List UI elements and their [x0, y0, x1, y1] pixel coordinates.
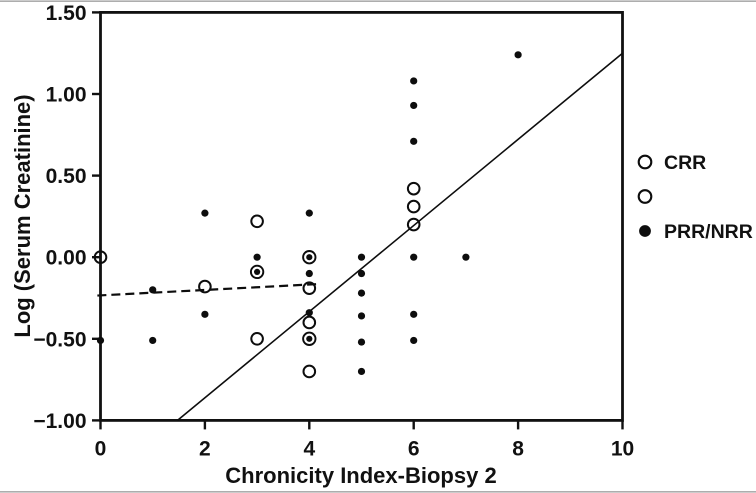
circled-dot-outer — [249, 264, 265, 280]
filled-circle-marker — [410, 336, 418, 345]
circled-dot-inner — [306, 254, 313, 261]
open-circle-marker — [302, 315, 317, 330]
axis-ticks — [92, 11, 624, 430]
open-circle-marker — [93, 250, 108, 265]
open-circle-marker — [406, 217, 421, 232]
y-tick-label: 1.00 — [46, 84, 87, 107]
filled-circle-marker — [410, 310, 418, 318]
filled-circle-marker — [357, 338, 366, 346]
series-crr-prr-overlap — [249, 250, 317, 346]
circled-dot-inner — [306, 335, 313, 342]
axis-tick-labels: 1.50 1.00 0.50 0.00 −0.50 −1.00 0 2 4 6 8 10 — [33, 2, 634, 460]
legend-item — [637, 189, 653, 204]
y-tick-label: −0.50 — [33, 328, 86, 351]
legend-open-circle-icon — [637, 154, 653, 170]
legend-item: PRR/NRR — [639, 221, 753, 243]
filled-circle-marker — [305, 209, 313, 217]
filled-circle-marker — [357, 367, 366, 376]
filled-circle-marker — [201, 310, 209, 318]
legend-open-circle-icon — [637, 189, 653, 204]
legend: CRR PRR/NRR — [637, 152, 753, 243]
x-tick-label: 2 — [199, 437, 211, 460]
filled-circle-marker — [149, 336, 157, 345]
y-axis-title: Log (Serum Creatinine) — [10, 94, 35, 337]
open-circle-marker — [302, 364, 317, 379]
regression-line-solid — [176, 52, 624, 422]
series-prr-nrr — [96, 51, 522, 376]
x-tick-label: 6 — [408, 437, 420, 460]
x-tick-label: 0 — [95, 437, 107, 460]
y-tick-label: −1.00 — [33, 410, 86, 433]
y-tick-label: 0.50 — [46, 165, 87, 188]
circled-dot-outer — [302, 250, 317, 265]
data-points — [93, 51, 522, 379]
y-tick-label: 1.50 — [46, 2, 87, 25]
y-tick-label: 0.00 — [46, 247, 87, 270]
filled-circle-marker — [305, 309, 313, 317]
filled-circle-marker — [201, 209, 209, 217]
filled-circle-marker — [357, 289, 366, 297]
filled-circle-marker — [410, 77, 418, 85]
filled-circle-marker — [410, 137, 418, 145]
series-crr — [93, 181, 421, 379]
open-circle-marker — [406, 181, 421, 196]
circled-dot-outer — [302, 331, 317, 346]
filled-circle-marker — [149, 286, 157, 294]
x-tick-label: 10 — [611, 437, 634, 460]
x-tick-label: 8 — [512, 437, 524, 460]
filled-circle-marker — [514, 51, 522, 59]
plot-border — [99, 10, 624, 422]
filled-circle-marker — [410, 101, 418, 110]
open-circle-marker — [198, 279, 212, 294]
regression-line-dashed — [97, 283, 318, 297]
filled-circle-marker — [96, 336, 105, 345]
filled-circle-marker — [253, 253, 261, 261]
open-circle-marker — [302, 281, 317, 296]
open-circle-marker — [250, 214, 264, 229]
open-circle-marker — [250, 332, 264, 346]
filled-circle-marker — [357, 312, 366, 320]
filled-circle-marker — [357, 269, 366, 278]
legend-item: CRR — [637, 152, 706, 174]
filled-circle-marker — [410, 253, 418, 261]
open-circle-marker — [406, 199, 421, 214]
legend-filled-circle-icon — [639, 225, 651, 237]
plot-frame — [99, 10, 624, 422]
x-axis-title: Chronicity Index-Biopsy 2 — [225, 463, 496, 488]
regression-lines — [97, 52, 624, 422]
filled-circle-marker — [305, 269, 313, 278]
filled-circle-marker — [357, 253, 366, 261]
filled-circle-marker — [462, 253, 470, 261]
x-tick-label: 4 — [303, 437, 315, 460]
legend-label: PRR/NRR — [664, 221, 753, 243]
circled-dot-inner — [254, 268, 261, 275]
legend-label: CRR — [664, 152, 706, 174]
